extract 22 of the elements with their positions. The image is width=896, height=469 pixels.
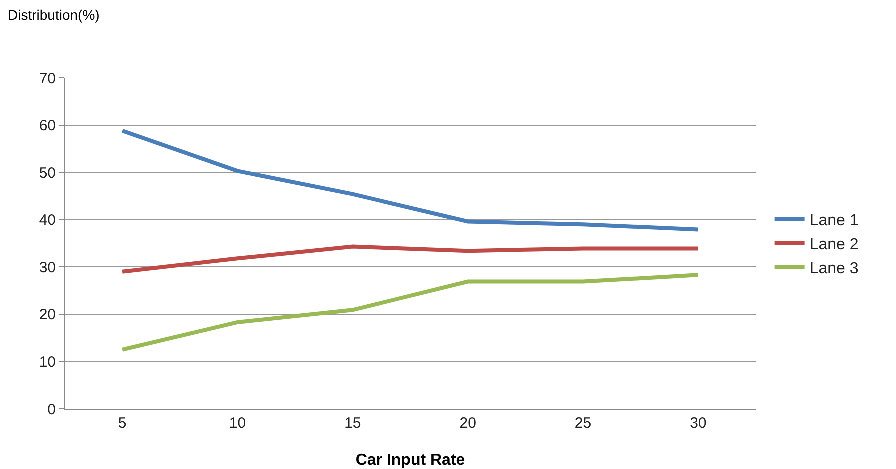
- x-tick-label: 25: [574, 415, 592, 432]
- legend-label: Lane 1: [810, 212, 859, 230]
- legend-label: Lane 2: [810, 236, 859, 254]
- y-axis-title: Distribution(%): [8, 7, 100, 23]
- x-tick-label: 10: [229, 415, 246, 432]
- y-tick-label: 60: [39, 118, 56, 135]
- y-tick-label: 70: [39, 70, 56, 88]
- line-series: [120, 244, 700, 274]
- x-tick-label: 5: [118, 415, 127, 432]
- x-axis-title: Car Input Rate: [356, 452, 466, 469]
- y-tick-label: 20: [39, 306, 56, 324]
- x-tick-label: 20: [460, 415, 476, 432]
- legend-label: Lane 3: [810, 260, 859, 278]
- line-series: [120, 128, 700, 232]
- line-series: [120, 273, 700, 352]
- y-tick-label: 0: [48, 401, 56, 418]
- y-tick-label: 10: [39, 354, 56, 371]
- y-tick-label: 50: [39, 164, 56, 182]
- y-tick-label: 30: [39, 259, 56, 276]
- x-tick-label: 15: [344, 415, 362, 432]
- x-tick-label: 30: [690, 415, 707, 432]
- y-tick-label: 40: [39, 212, 56, 230]
